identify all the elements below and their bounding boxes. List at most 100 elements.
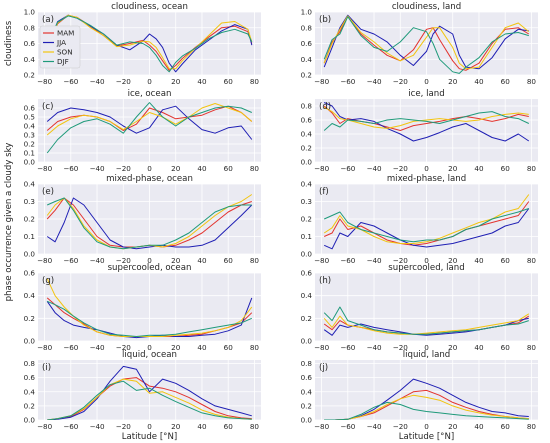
x-tick-label: −40	[366, 164, 382, 173]
y-tick-label: 0.2	[301, 401, 312, 410]
x-tick-label: 80	[527, 256, 537, 265]
x-tick-label: −40	[89, 343, 105, 352]
x-tick-label: 60	[224, 256, 234, 265]
y-tick-label: 0.0	[301, 250, 313, 259]
x-tick-label: 20	[171, 77, 181, 86]
panel-label: (i)	[42, 363, 51, 373]
x-axis-label: Latitude [°N]	[122, 432, 178, 442]
x-tick-label: 40	[474, 422, 484, 431]
figure-ylabel: phase occurrence given a cloudy sky	[4, 143, 14, 302]
y-tick-label: 0.2	[301, 314, 312, 323]
series-line-son	[47, 378, 252, 420]
x-tick-label: 0	[147, 343, 152, 352]
x-tick-label: −40	[89, 256, 105, 265]
y-tick-label: 0.6	[301, 373, 313, 382]
y-tick-label: 0.0	[24, 337, 36, 346]
x-tick-label: 0	[147, 256, 152, 265]
y-tick-label: 0.8	[301, 359, 313, 368]
y-tick-label: 0.5	[24, 113, 35, 122]
x-tick-label: −20	[393, 164, 409, 173]
x-tick-label: 80	[250, 164, 260, 173]
x-tick-label: −80	[37, 256, 53, 265]
x-tick-label: 20	[448, 77, 458, 86]
x-tick-label: 20	[448, 256, 458, 265]
x-tick-label: −60	[340, 77, 356, 86]
legend-label-son: SON	[57, 48, 73, 57]
y-axis-label: cloudiness	[4, 20, 14, 66]
y-tick-label: 0.6	[301, 39, 313, 48]
panel-title: liquid, ocean	[122, 350, 177, 360]
y-tick-label: 0.2	[301, 144, 312, 153]
y-tick-label: 0.8	[24, 359, 36, 368]
panel-label: (f)	[319, 187, 329, 197]
series-line-son	[323, 313, 530, 335]
x-tick-label: 80	[250, 422, 260, 431]
y-tick-label: 0.8	[301, 23, 313, 32]
series-line-son	[323, 194, 530, 244]
x-tick-label: −40	[366, 256, 382, 265]
x-tick-label: −20	[116, 422, 132, 431]
panel-title: supercooled, land	[388, 263, 464, 273]
x-tick-label: 0	[424, 164, 429, 173]
x-tick-label: 60	[501, 164, 511, 173]
x-tick-label: 80	[250, 343, 260, 352]
x-tick-label: 20	[171, 422, 181, 431]
panel-label: (h)	[319, 276, 331, 286]
x-tick-label: −40	[366, 422, 382, 431]
y-tick-label: 0.2	[301, 71, 312, 80]
x-tick-label: −80	[314, 343, 330, 352]
x-tick-label: −60	[63, 422, 79, 431]
x-tick-label: 0	[147, 77, 152, 86]
x-tick-label: −80	[37, 77, 53, 86]
x-axis-label: Latitude [°N]	[399, 432, 455, 442]
panel-title: cloudiness, land	[392, 2, 461, 12]
x-tick-label: −20	[116, 77, 132, 86]
panel-title: cloudiness, ocean	[111, 2, 188, 12]
series-line-djf	[46, 102, 252, 154]
x-tick-label: 40	[474, 164, 484, 173]
x-tick-label: −20	[116, 343, 132, 352]
x-tick-label: 60	[501, 343, 511, 352]
y-tick-label: 0.6	[24, 269, 36, 278]
panel-label: (e)	[42, 187, 54, 197]
panel-title: ice, land	[408, 89, 444, 99]
x-tick-label: −40	[366, 343, 382, 352]
y-tick-label: 0.6	[301, 269, 313, 278]
x-tick-label: −20	[393, 256, 409, 265]
x-tick-label: −80	[37, 422, 53, 431]
x-tick-label: 0	[147, 422, 152, 431]
y-tick-label: 0.3	[301, 197, 312, 206]
y-tick-label: 0.0	[301, 158, 313, 167]
panel-i: 0.0 0.2 0.4 0.6 0.8 −80 −60 −40 −20 0 20 40 60 80 liqu…	[24, 350, 261, 442]
panel-title: mixed-phase, land	[387, 174, 466, 184]
x-tick-label: 80	[250, 256, 260, 265]
panel-g: 0.0 0.2 0.4 0.6 −80 −60 −40 −20 0 20 40 60 80 superco…	[24, 263, 261, 352]
x-tick-label: −60	[63, 256, 79, 265]
panel-title: ice, ocean	[128, 89, 172, 99]
series-line-djf	[323, 208, 529, 243]
x-tick-label: 80	[250, 77, 260, 86]
x-tick-label: 80	[527, 343, 537, 352]
x-tick-label: −80	[37, 343, 53, 352]
x-tick-label: 60	[224, 77, 234, 86]
series-line-djf	[323, 111, 530, 131]
y-tick-label: 0.0	[301, 416, 313, 425]
x-tick-label: 60	[501, 256, 511, 265]
series-line-son	[323, 15, 530, 70]
x-tick-label: −20	[393, 77, 409, 86]
series-line-son	[46, 103, 253, 136]
x-tick-label: −60	[340, 256, 356, 265]
x-tick-label: 80	[527, 164, 537, 173]
x-tick-label: −40	[366, 77, 382, 86]
x-tick-label: 40	[474, 77, 484, 86]
x-tick-label: 20	[448, 422, 458, 431]
x-tick-label: 80	[527, 77, 537, 86]
x-tick-label: −20	[116, 256, 132, 265]
x-tick-label: −80	[314, 422, 330, 431]
x-tick-label: 40	[197, 77, 207, 86]
y-tick-label: 0.1	[24, 149, 35, 158]
x-tick-label: 0	[424, 343, 429, 352]
panel-label: (a)	[42, 15, 54, 25]
y-tick-label: 0.1	[301, 232, 312, 241]
panel-label: (d)	[319, 102, 331, 112]
